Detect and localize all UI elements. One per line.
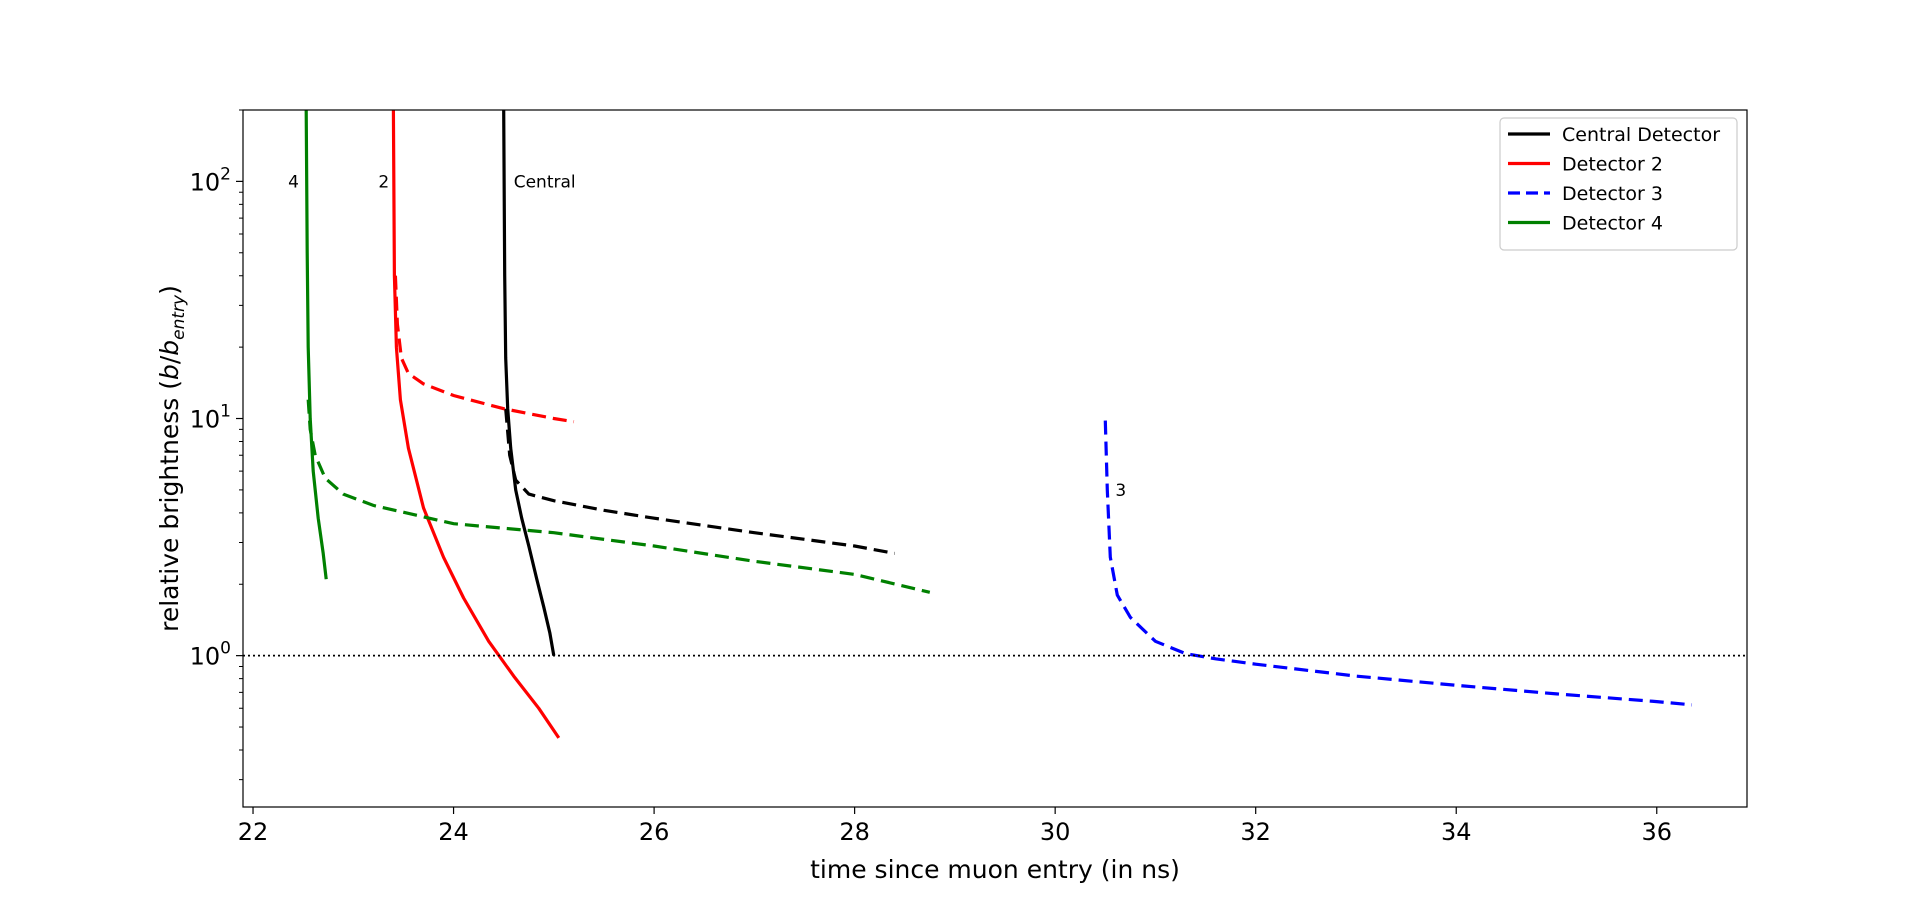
- y-axis-title-slash: /: [155, 355, 184, 364]
- curve-label: Central: [514, 172, 576, 192]
- y-axis-title-var: b: [155, 364, 184, 380]
- y-axis-title: relative brightness (b/bentry): [155, 285, 189, 632]
- y-axis-title-subscript: entry: [169, 294, 189, 340]
- legend-label: Central Detector: [1562, 124, 1720, 146]
- curve-labels: 4 2 Central 3: [288, 172, 1126, 501]
- y-tick-label: 102: [190, 164, 231, 196]
- y-axis-title-var2: b: [155, 340, 184, 356]
- curve-label: 4: [288, 172, 299, 192]
- legend-label: Detector 4: [1562, 213, 1663, 235]
- x-tick-label: 36: [1641, 818, 1672, 846]
- series-central-detector-dashed-line: [504, 408, 895, 555]
- legend-box: [1499, 117, 1738, 251]
- x-axis-title: time since muon entry (in ns): [810, 855, 1180, 884]
- y-tick-label: 101: [190, 402, 231, 434]
- x-tick-label: 24: [438, 818, 469, 846]
- x-tick-label: 26: [639, 818, 670, 846]
- plot-frame: [242, 109, 1748, 808]
- x-tick-label: 28: [839, 818, 870, 846]
- legend-label: Detector 3: [1562, 183, 1663, 205]
- legend-label: Detector 2: [1562, 154, 1663, 176]
- series-detector-4-solid-line: [304, 110, 328, 580]
- plot-lines: [304, 110, 1693, 739]
- series-detector-2-solid-line: [391, 110, 561, 739]
- y-axis-title-close: ): [155, 285, 184, 295]
- series-detector-3-dashed-line: [1103, 420, 1693, 707]
- axis-ticks: [236, 109, 1658, 814]
- series-central-detector-solid-line: [502, 110, 556, 656]
- series-detector-2-dashed-line: [393, 275, 575, 424]
- y-tick-label: 100: [190, 639, 231, 671]
- x-tick-label: 30: [1040, 818, 1071, 846]
- curve-label: 3: [1115, 481, 1126, 501]
- x-tick-label: 34: [1441, 818, 1472, 846]
- legend: Central Detector Detector 2 Detector 3 Dete…: [1499, 117, 1738, 251]
- x-tick-label: 22: [238, 818, 269, 846]
- y-axis-title-main: relative brightness (: [155, 380, 184, 632]
- curve-label: 2: [378, 172, 389, 192]
- series-detector-4-dashed-line: [306, 399, 931, 594]
- x-tick-label: 32: [1240, 818, 1271, 846]
